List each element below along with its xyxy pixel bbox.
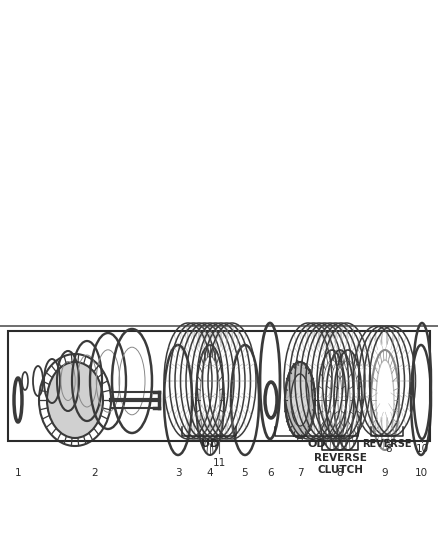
- Text: 10: 10: [414, 468, 427, 478]
- Text: 2: 2: [92, 468, 98, 478]
- Text: 9: 9: [381, 468, 389, 478]
- Text: 5: 5: [242, 468, 248, 478]
- Text: 11: 11: [212, 458, 226, 468]
- Bar: [8, 331, 430, 441]
- Text: REVERSE
CLUTCH: REVERSE CLUTCH: [314, 453, 367, 474]
- Text: 7: 7: [297, 468, 303, 478]
- Ellipse shape: [285, 362, 315, 438]
- Text: 6: 6: [268, 468, 274, 478]
- Text: 8: 8: [337, 468, 343, 478]
- Text: 10: 10: [415, 444, 428, 454]
- Text: 3: 3: [175, 468, 181, 478]
- Text: 4: 4: [207, 468, 213, 478]
- Ellipse shape: [291, 374, 309, 426]
- Ellipse shape: [47, 362, 103, 438]
- Text: REVERSE: REVERSE: [362, 439, 412, 449]
- Text: 1: 1: [15, 468, 21, 478]
- Text: 8: 8: [386, 444, 392, 454]
- Text: OD: OD: [307, 439, 326, 449]
- Text: UD: UD: [201, 439, 219, 449]
